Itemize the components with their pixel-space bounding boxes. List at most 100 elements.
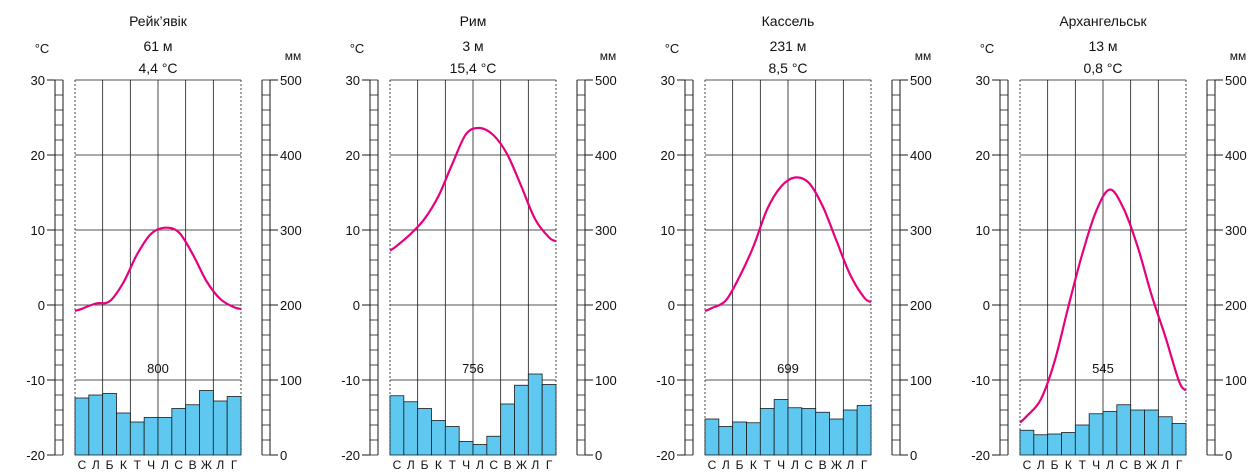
month-label: Ч [1092, 458, 1100, 472]
month-label: Л [1106, 458, 1114, 472]
temperature-tick-label: 30 [346, 73, 360, 88]
month-label: Т [134, 458, 142, 472]
temperature-tick-label: 30 [661, 73, 675, 88]
precipitation-bar [1061, 432, 1076, 456]
precipitation-tick-label: 0 [595, 448, 602, 463]
temperature-tick-label: 0 [38, 298, 45, 313]
precipitation-tick-label: 200 [280, 298, 302, 313]
month-label: Л [531, 458, 539, 472]
mean-annual-temperature: 8,5 °С [768, 60, 807, 76]
precipitation-bar [514, 384, 529, 456]
precipitation-bar [704, 418, 720, 456]
station-elevation: 3 м [462, 38, 483, 54]
precipitation-bar [746, 422, 761, 456]
temperature-unit: °С [35, 41, 50, 56]
station-name: Рейк’явік [129, 13, 188, 29]
month-label: Б [736, 458, 744, 472]
month-label: Б [421, 458, 429, 472]
precipitation-bar [129, 421, 145, 456]
temperature-tick-label: -20 [656, 448, 675, 463]
precipitation-bar [801, 408, 817, 456]
station-name: Архангельськ [1059, 13, 1147, 29]
station-elevation: 13 м [1088, 38, 1117, 54]
precipitation-unit: мм [600, 49, 617, 63]
precipitation-bar [500, 403, 515, 456]
month-label: Л [1037, 458, 1045, 472]
precipitation-bar [1116, 404, 1132, 456]
precipitation-bar [1088, 413, 1104, 456]
month-label: В [819, 458, 827, 472]
month-label: К [435, 458, 442, 472]
temperature-line [389, 126, 557, 252]
mean-annual-temperature: 15,4 °С [450, 60, 497, 76]
annual-precipitation-total: 545 [1092, 361, 1114, 376]
temperature-tick-label: 20 [346, 148, 360, 163]
precipitation-bar [403, 401, 419, 456]
station-elevation: 61 м [143, 38, 172, 54]
temperature-tick-label: 0 [668, 298, 675, 313]
precipitation-unit: мм [1230, 49, 1247, 63]
precipitation-bar [199, 390, 214, 456]
precipitation-tick-label: 300 [1225, 223, 1247, 238]
precipitation-bar [1019, 429, 1035, 456]
precipitation-tick-label: 200 [910, 298, 932, 313]
month-label: Б [1051, 458, 1059, 472]
temperature-unit: °С [665, 41, 680, 56]
precipitation-bar [829, 418, 844, 456]
month-label: С [804, 458, 813, 472]
temperature-tick-label: 0 [983, 298, 990, 313]
precipitation-bar [1130, 409, 1145, 456]
month-label: Г [546, 458, 553, 472]
precipitation-tick-label: 200 [595, 298, 617, 313]
precipitation-bar [1144, 409, 1159, 456]
precipitation-tick-label: 400 [595, 148, 617, 163]
precipitation-bar [88, 394, 104, 456]
station-elevation: 231 м [770, 38, 807, 54]
month-label: Ж [831, 458, 842, 472]
precipitation-tick-label: 500 [595, 73, 617, 88]
temperature-tick-label: 10 [31, 223, 45, 238]
precipitation-bar [486, 435, 502, 456]
month-label: В [1134, 458, 1142, 472]
month-label: Г [1176, 458, 1183, 472]
temperature-tick-label: -20 [26, 448, 45, 463]
precipitation-bar [74, 397, 90, 456]
month-label: Л [407, 458, 415, 472]
precipitation-bar [102, 393, 117, 456]
precipitation-tick-label: 200 [1225, 298, 1247, 313]
precipitation-bar [1102, 411, 1118, 456]
month-label: С [78, 458, 87, 472]
temperature-tick-label: -20 [341, 448, 360, 463]
annual-precipitation-total: 800 [147, 361, 169, 376]
station-name: Рим [460, 13, 487, 29]
station-name: Кассель [762, 13, 815, 29]
precipitation-bar [116, 412, 131, 456]
month-label: Ж [1146, 458, 1157, 472]
month-label: К [750, 458, 757, 472]
mean-annual-temperature: 0,8 °С [1083, 60, 1122, 76]
month-label: С [1023, 458, 1032, 472]
precipitation-tick-label: 500 [1225, 73, 1247, 88]
precipitation-bar [815, 411, 830, 456]
precipitation-tick-label: 400 [1225, 148, 1247, 163]
temperature-unit: °С [980, 41, 995, 56]
precipitation-bar [718, 426, 734, 456]
temperature-unit: °С [350, 41, 365, 56]
temperature-tick-label: 20 [31, 148, 45, 163]
month-label: С [393, 458, 402, 472]
precipitation-tick-label: 100 [280, 373, 302, 388]
precipitation-bar [226, 396, 242, 456]
month-label: Л [791, 458, 799, 472]
temperature-tick-label: 0 [353, 298, 360, 313]
temperature-line [1019, 188, 1187, 424]
month-label: Ч [147, 458, 155, 472]
precipitation-bar [171, 408, 187, 456]
mean-annual-temperature: 4,4 °С [138, 60, 177, 76]
month-label: Ж [516, 458, 527, 472]
month-label: К [1065, 458, 1072, 472]
month-label: С [174, 458, 183, 472]
precipitation-tick-label: 500 [280, 73, 302, 88]
temperature-line [74, 226, 242, 312]
precipitation-tick-label: 300 [280, 223, 302, 238]
